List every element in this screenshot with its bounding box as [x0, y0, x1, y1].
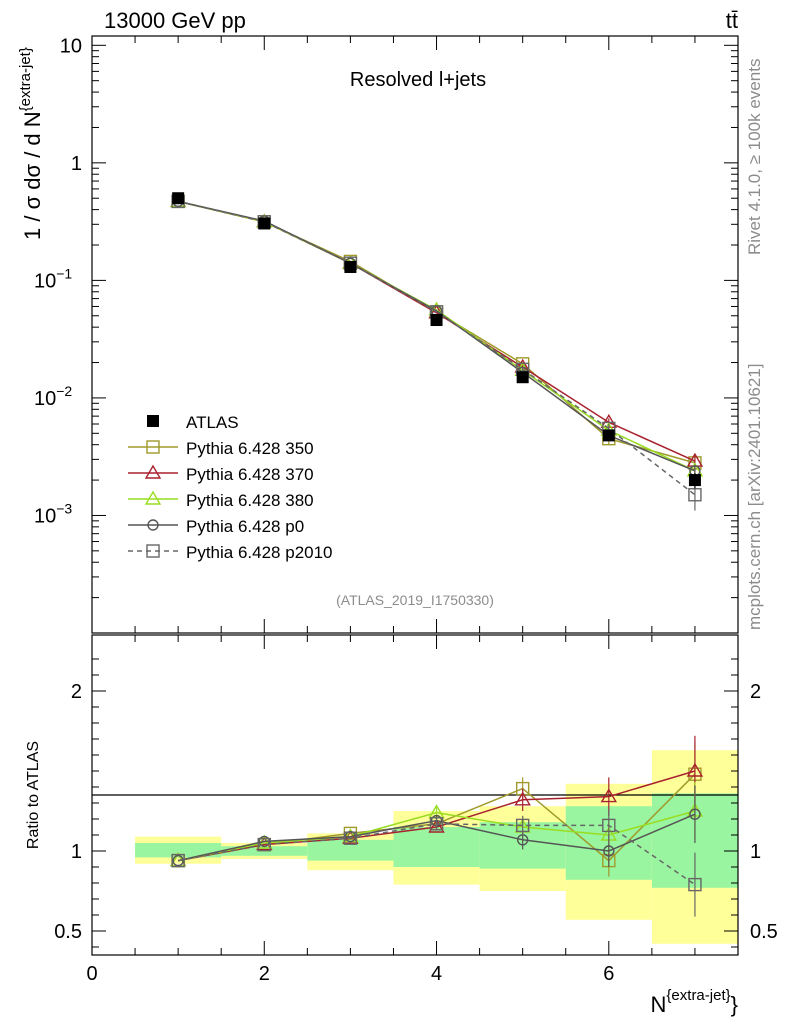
series-marker — [688, 488, 702, 502]
ratio-y-tick-label-right: 0.5 — [750, 921, 778, 943]
ratio-series-marker — [258, 835, 270, 848]
legend-entry: Pythia 6.428 p2010 — [128, 543, 333, 562]
ratio-series-marker — [514, 791, 531, 806]
series-pythia-6-428-370 — [169, 192, 704, 469]
legend-label: Pythia 6.428 380 — [186, 491, 314, 510]
data-point — [344, 260, 357, 273]
legend-marker — [144, 490, 162, 505]
ratio-y-tick-label-right: 2 — [750, 681, 761, 703]
ratio-series-marker — [343, 831, 358, 845]
ratio-inner-band — [135, 843, 222, 858]
ratio-series-marker — [603, 845, 615, 857]
ratio-axis-ticks: 0.5 0.5 1 1 2 2 0 2 4 6 — [54, 635, 778, 985]
rivet-version-label: Rivet 4.1.0, ≥ 100k events — [745, 59, 764, 255]
ratio-series-marker — [257, 837, 271, 852]
ratio-inner-band — [307, 839, 394, 861]
ratio-series-marker — [171, 853, 185, 868]
data-point — [172, 192, 185, 205]
ratio-series-marker — [686, 762, 704, 777]
legend-marker — [146, 544, 160, 558]
series-atlas-data — [172, 192, 701, 489]
ratio-y-tick-label-left: 2 — [71, 681, 82, 703]
series-line — [177, 200, 696, 496]
legend-label: Pythia 6.428 370 — [186, 465, 314, 484]
legend-entry: Pythia 6.428 p0 — [128, 517, 304, 536]
main-y-tick-label: 10−2 — [34, 383, 72, 410]
ratio-x-tick-label: 4 — [431, 963, 442, 985]
ratio-plot-frame — [91, 634, 739, 956]
legend-marker — [144, 464, 162, 479]
series-line — [177, 200, 696, 462]
ratio-series-marker — [689, 808, 701, 820]
ratio-plot-panel: 0.5 0.5 1 1 2 2 0 2 4 6 Ratio to ATLAS N{extra-je… — [25, 634, 778, 1017]
legend-label: Pythia 6.428 p2010 — [186, 543, 333, 562]
series-pythia-6-428-350 — [171, 194, 702, 471]
series-line — [177, 200, 696, 464]
main-series-layer — [169, 192, 704, 511]
series-line — [177, 200, 696, 472]
legend-label: Pythia 6.428 350 — [186, 439, 314, 458]
ratio-series-marker — [172, 854, 184, 867]
main-y-tick-label: 10−3 — [34, 500, 72, 527]
ratio-x-tick-label: 0 — [86, 963, 97, 985]
energy-label: 13000 GeV pp — [104, 8, 246, 33]
ratio-y-tick-label-left: 0.5 — [54, 921, 82, 943]
main-plot-frame — [91, 35, 739, 634]
ratio-y-tick-label-right: 1 — [750, 841, 761, 863]
legend-label-atlas: ATLAS — [186, 413, 239, 432]
main-y-tick-label: 10 — [60, 35, 82, 57]
legend-entry-atlas: ATLAS — [147, 413, 239, 432]
data-point — [258, 217, 271, 230]
data-point — [688, 474, 701, 487]
ratio-series-marker — [600, 788, 618, 803]
legend-entry: Pythia 6.428 370 — [128, 464, 314, 484]
ratio-uncertainty-bands — [135, 750, 738, 944]
ratio-y-axis-label: Ratio to ATLAS — [25, 741, 42, 849]
ratio-inner-band — [393, 827, 480, 867]
main-plot-panel: 10 1 10−1 10−2 10−3 Resolved l+jets (ATLAS_2… — [17, 35, 739, 634]
ratio-x-tick-label: 2 — [259, 963, 270, 985]
ratio-y-tick-label-left: 1 — [71, 841, 82, 863]
ratio-series-marker — [602, 818, 616, 833]
ratio-series-pythia-6-428-p2010 — [171, 809, 702, 917]
ratio-x-tick-label: 6 — [603, 963, 614, 985]
legend-label: Pythia 6.428 p0 — [186, 517, 304, 536]
main-y-tick-label: 10−1 — [34, 265, 72, 292]
ratio-series-marker — [515, 818, 530, 833]
ratio-series-layer — [169, 735, 704, 917]
series-line — [177, 200, 696, 472]
data-point — [602, 429, 615, 442]
main-axis-ticks: 10 1 10−1 10−2 10−3 — [34, 35, 739, 634]
legend-entry: Pythia 6.428 380 — [128, 490, 314, 510]
legend-entry: Pythia 6.428 350 — [128, 439, 314, 458]
data-point — [430, 314, 443, 327]
legend-marker — [147, 519, 159, 531]
legend-marker — [146, 440, 160, 454]
ratio-series-marker — [429, 817, 444, 831]
process-label: tt̄ — [726, 8, 738, 33]
x-axis-label: N{extra-jet}} — [651, 987, 738, 1017]
main-y-tick-label: 1 — [71, 153, 82, 175]
legend-marker-atlas — [147, 415, 159, 427]
ratio-series-marker — [428, 818, 445, 833]
ratio-series-marker — [688, 877, 702, 892]
plot-title: Resolved l+jets — [350, 69, 486, 91]
data-point — [516, 371, 529, 384]
analysis-id-label: (ATLAS_2019_I1750330) — [336, 592, 494, 608]
series-pythia-6-428-p2010 — [171, 194, 702, 511]
legend: ATLAS Pythia 6.428 350 Pythia 6.428 370 Pyt… — [128, 413, 333, 562]
main-y-axis-label: 1 / σ dσ / d N{extra-jet} — [17, 47, 45, 240]
series-pythia-6-428-380 — [169, 192, 704, 478]
mcplots-label: mcplots.cern.ch [arXiv:2401.10621] — [745, 364, 764, 630]
